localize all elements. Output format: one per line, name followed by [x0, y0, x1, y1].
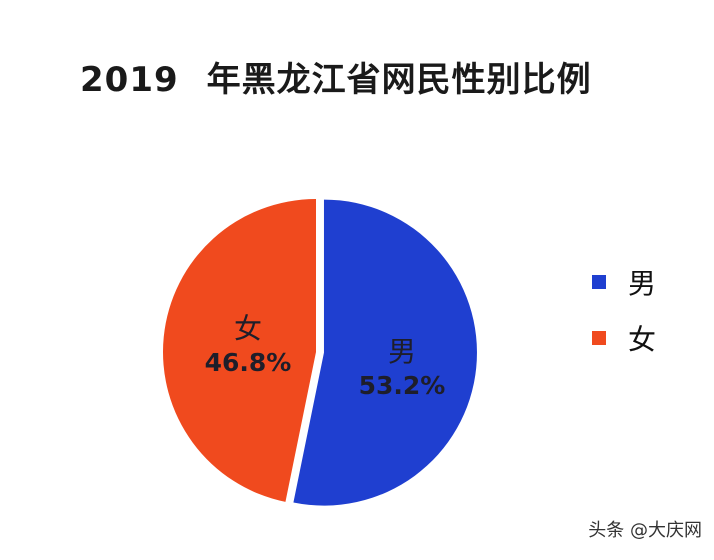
legend-label-female: 女 — [628, 323, 657, 356]
pie-slice-female — [162, 199, 316, 502]
slice-label-male: 男 53.2% — [352, 335, 452, 403]
legend-item-male: 男 — [592, 254, 656, 310]
legend-item-female: 女 — [592, 310, 656, 366]
chart-legend: 男 女 — [592, 254, 656, 366]
legend-label-male: 男 — [628, 267, 657, 300]
legend-swatch-male — [592, 275, 606, 289]
slice-label-female-percent: 46.8% — [204, 348, 292, 377]
slice-label-female-category: 女 — [233, 312, 262, 345]
slice-label-male-category: 男 — [387, 335, 416, 368]
chart-title: 2019 年黑龙江省网民性别比例 — [80, 52, 592, 101]
slice-label-female: 女 46.8% — [198, 312, 298, 380]
legend-swatch-female — [592, 331, 606, 345]
chart-title-year: 2019 — [80, 60, 179, 100]
pie-slice-male — [293, 199, 477, 506]
slice-label-male-percent: 53.2% — [358, 371, 446, 400]
chart-title-text: 年黑龙江省网民性别比例 — [206, 60, 592, 100]
watermark: 头条 @大庆网 — [588, 520, 702, 541]
